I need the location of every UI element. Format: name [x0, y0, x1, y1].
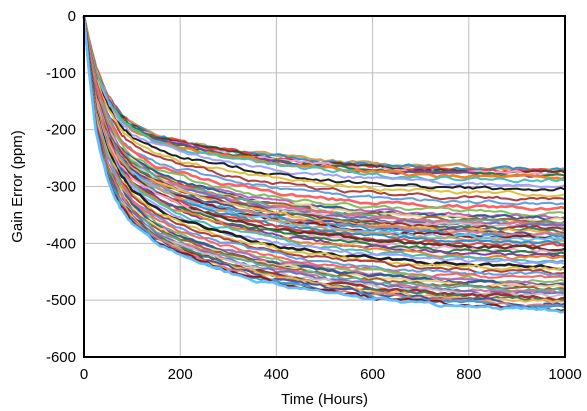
- y-tick-label: -400: [46, 235, 76, 252]
- x-tick-label: 1000: [548, 366, 581, 383]
- series-line: [83, 15, 566, 180]
- x-tick-label: 200: [168, 366, 193, 383]
- series-line: [83, 15, 566, 189]
- series-line: [83, 15, 566, 265]
- x-tick-label: 800: [456, 366, 481, 383]
- series-line: [83, 15, 566, 175]
- series-line: [83, 15, 566, 177]
- y-axis-title: Gain Error (ppm): [9, 130, 26, 243]
- series-lines: [82, 15, 566, 314]
- series-line: [82, 15, 566, 212]
- y-tick-label: -200: [46, 122, 76, 139]
- series-line: [83, 15, 566, 178]
- series-line: [82, 15, 566, 238]
- series-line: [83, 15, 566, 174]
- y-tick-label: -600: [46, 349, 76, 366]
- series-line: [83, 15, 566, 244]
- series-line: [83, 15, 566, 217]
- series-line: [82, 15, 566, 302]
- series-line: [83, 15, 566, 228]
- series-line: [83, 15, 566, 192]
- y-axis-ticks: 0 -100 -200 -300 -400 -500 -600: [46, 8, 76, 366]
- series-line: [83, 15, 566, 198]
- plot-area-frame: [83, 15, 566, 358]
- series-line: [83, 15, 566, 202]
- series-line: [83, 15, 566, 309]
- x-axis-ticks: 0 200 400 600 800 1000: [80, 366, 582, 383]
- x-tick-label: 600: [360, 366, 385, 383]
- y-tick-label: -100: [46, 65, 76, 82]
- series-line: [82, 15, 566, 314]
- x-axis-title: Time (Hours): [281, 391, 368, 408]
- y-tick-label: 0: [68, 8, 76, 25]
- series-line: [83, 15, 566, 275]
- series-line: [82, 15, 566, 181]
- x-tick-label: 0: [80, 366, 88, 383]
- y-tick-label: -500: [46, 292, 76, 309]
- y-tick-label: -300: [46, 179, 76, 196]
- series-line: [83, 15, 566, 184]
- x-tick-label: 400: [264, 366, 289, 383]
